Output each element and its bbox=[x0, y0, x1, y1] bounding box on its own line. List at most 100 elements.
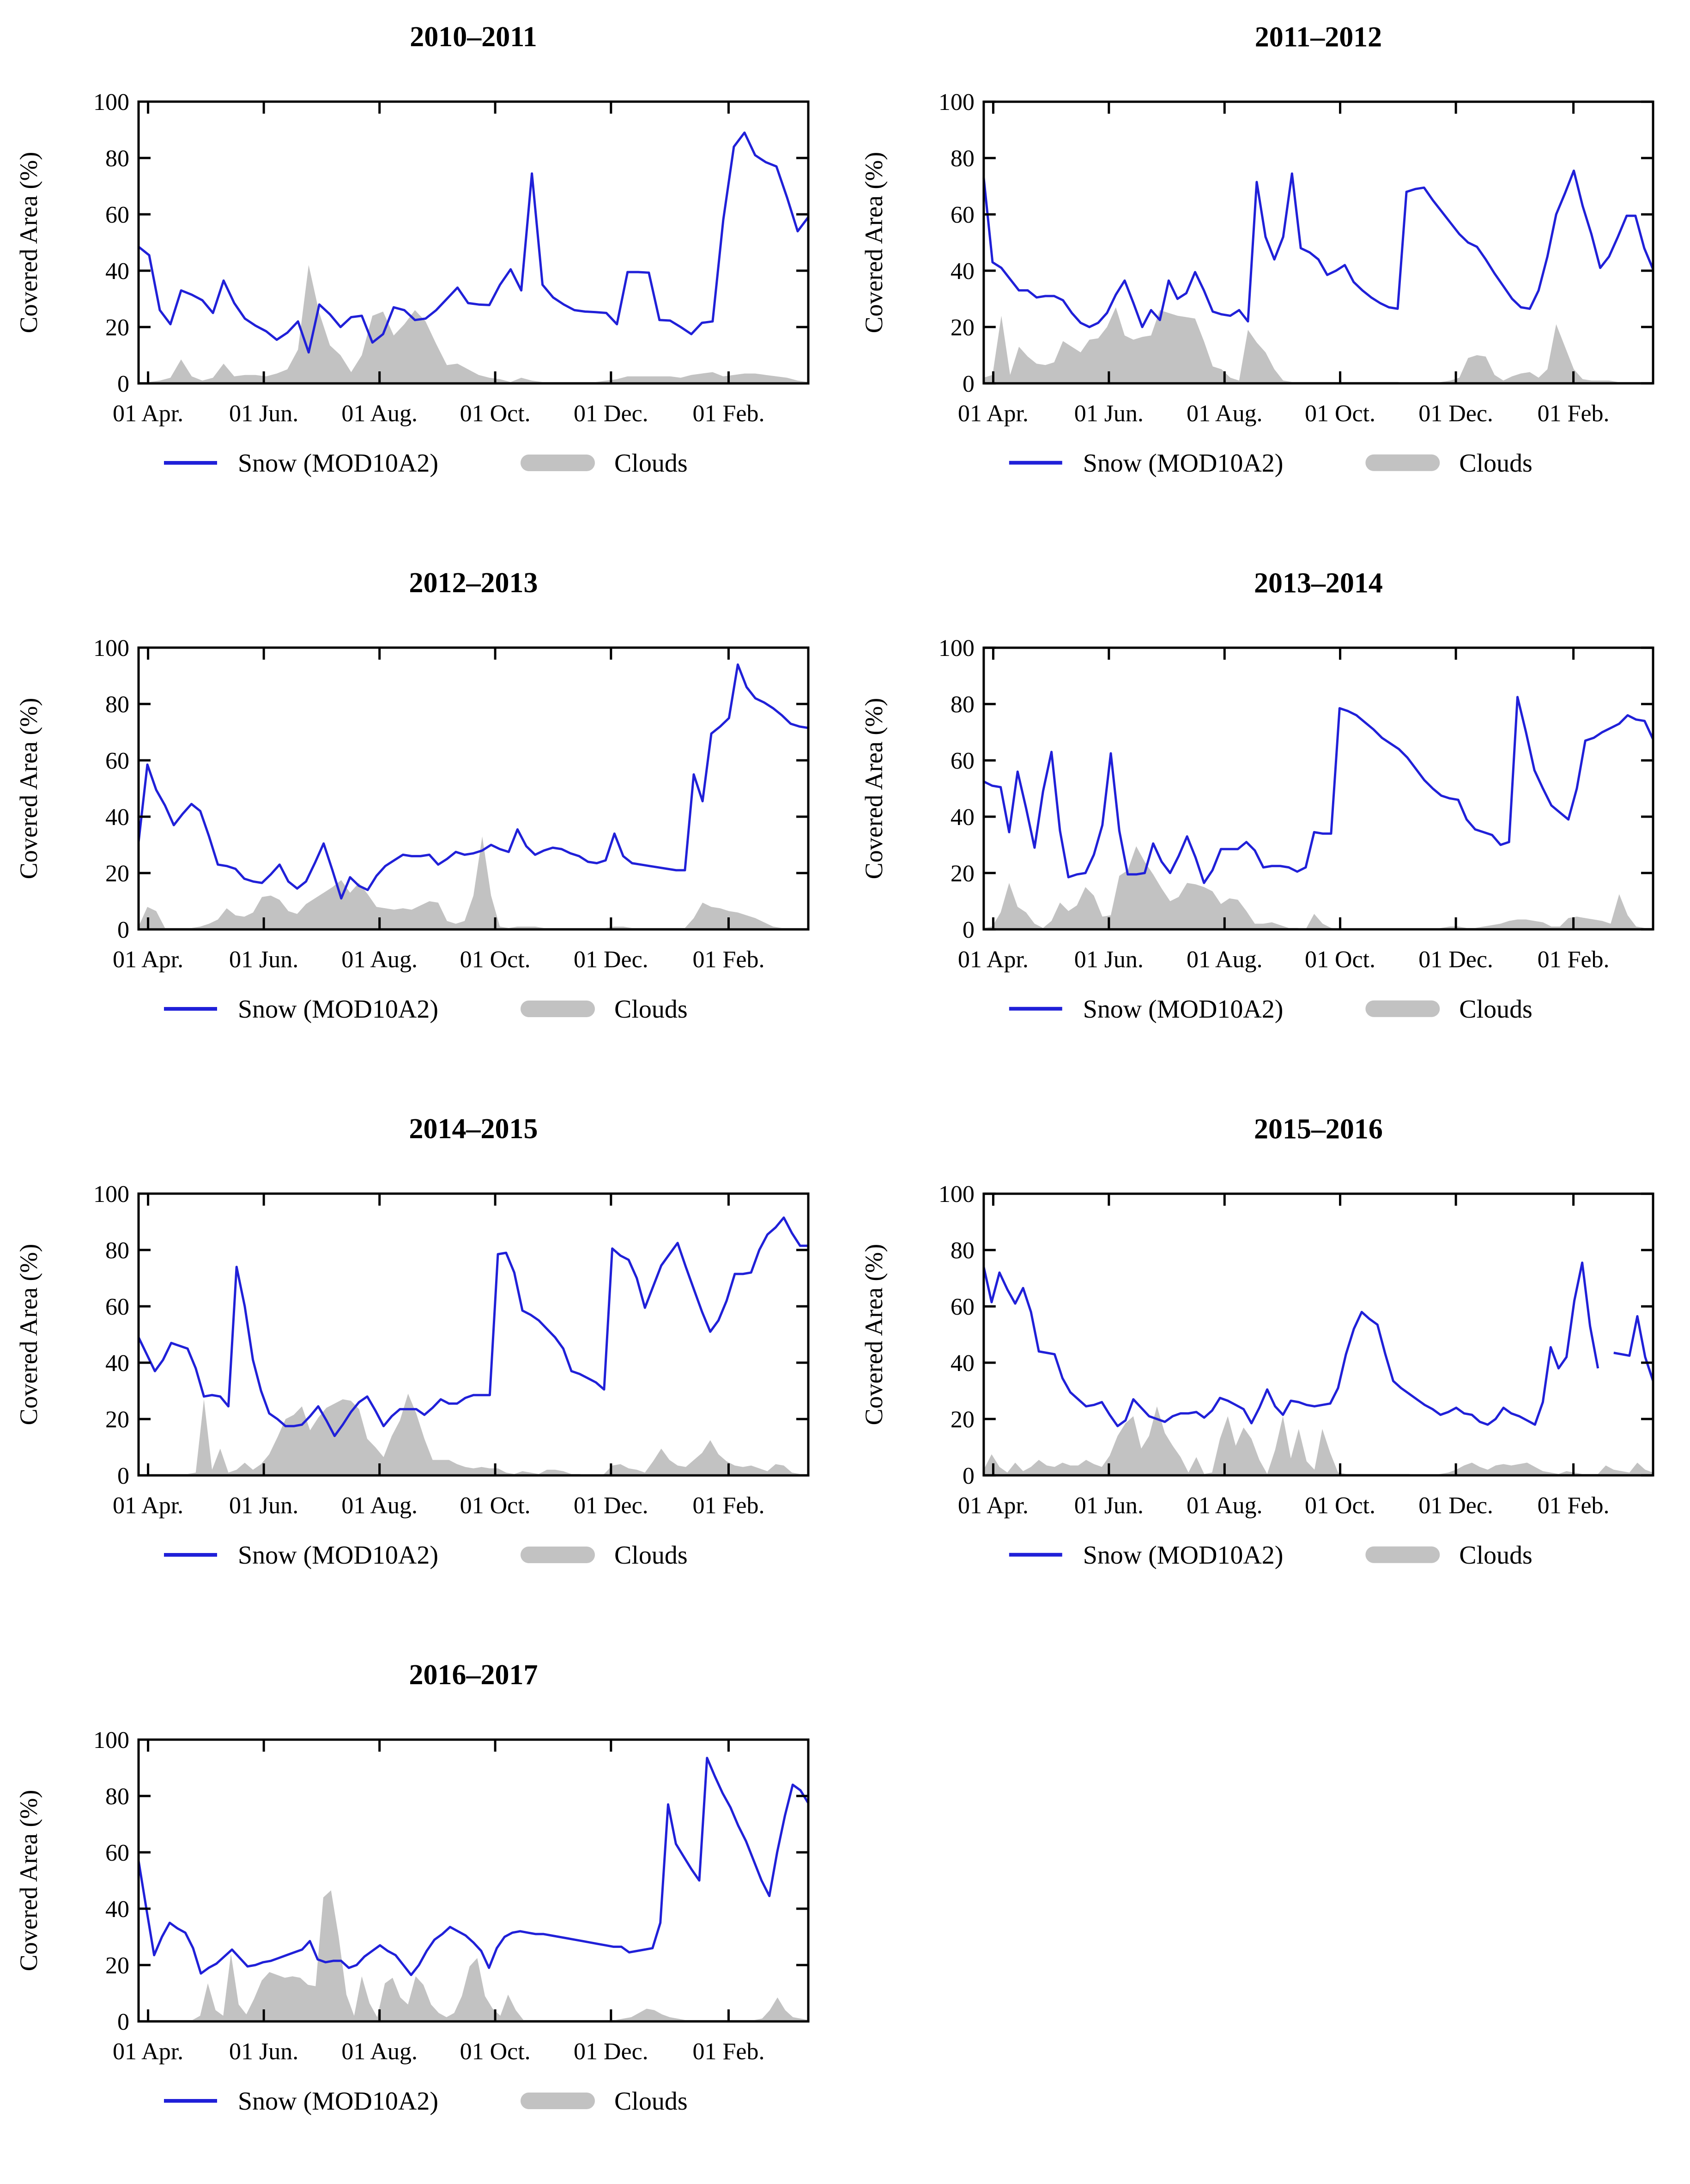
x-tick-label: 01 Feb. bbox=[1538, 400, 1610, 427]
x-tick-label: 01 Feb. bbox=[692, 2038, 764, 2065]
plot-title: 2011–2012 bbox=[1255, 21, 1382, 53]
x-tick-label: 01 Oct. bbox=[460, 400, 531, 427]
legend-snow-label: Snow (MOD10A2) bbox=[238, 995, 438, 1024]
plot-title: 2010–2011 bbox=[410, 21, 537, 53]
y-tick-label: 80 bbox=[105, 1238, 129, 1264]
legend-snow-label: Snow (MOD10A2) bbox=[238, 1541, 438, 1570]
snow-line bbox=[137, 1216, 808, 1438]
plot-box bbox=[137, 1738, 810, 2023]
y-tick-label: 100 bbox=[93, 1181, 129, 1207]
y-tick-label: 60 bbox=[951, 202, 975, 228]
x-tick-label: 01 Oct. bbox=[1305, 946, 1375, 973]
x-tick-label: 01 Aug. bbox=[1187, 946, 1263, 973]
x-tick-label: 01 Oct. bbox=[1305, 400, 1375, 427]
y-tick-label: 20 bbox=[951, 315, 975, 341]
y-tick-label: 100 bbox=[93, 635, 129, 661]
legend-snow-label: Snow (MOD10A2) bbox=[238, 2087, 438, 2116]
snow-line bbox=[137, 663, 809, 900]
y-axis-title: Covered Area (%) bbox=[860, 698, 888, 880]
y-tick-label: 80 bbox=[105, 146, 129, 172]
x-tick-label: 01 Aug. bbox=[341, 946, 418, 973]
plot-box bbox=[137, 646, 810, 931]
legend-clouds-label: Clouds bbox=[614, 995, 688, 1024]
plot-box bbox=[982, 646, 1654, 931]
legend-clouds-label: Clouds bbox=[1459, 995, 1533, 1024]
chart-2015-2016: 2015–2016 01 Apr. 01 Jun. 01 Aug. 01 Oct. 01 … bbox=[845, 1092, 1690, 1638]
y-tick-label: 0 bbox=[963, 917, 975, 943]
legend-snow-label: Snow (MOD10A2) bbox=[1083, 1541, 1284, 1570]
y-tick-label: 0 bbox=[117, 917, 129, 943]
y-tick-label: 80 bbox=[951, 146, 975, 172]
x-tick-label: 01 Jun. bbox=[229, 400, 298, 427]
x-tick-label: 01 Apr. bbox=[113, 946, 183, 973]
chart-2013-2014: 2013–2014 01 Apr. 01 Jun. 01 Aug. 01 Oct. 01 … bbox=[845, 546, 1690, 1092]
plot-title: 2014–2015 bbox=[409, 1113, 538, 1145]
plot-title: 2016–2017 bbox=[409, 1659, 538, 1691]
plot-box bbox=[137, 100, 810, 385]
y-tick-label: 60 bbox=[105, 1840, 129, 1866]
x-tick-label: 01 Apr. bbox=[958, 400, 1029, 427]
y-tick-label: 0 bbox=[117, 1463, 129, 1489]
x-tick-label: 01 Jun. bbox=[1074, 946, 1144, 973]
y-tick-label: 100 bbox=[939, 635, 975, 661]
x-tick-label: 01 Dec. bbox=[1418, 400, 1493, 427]
x-tick-label: 01 Feb. bbox=[692, 946, 764, 973]
x-tick-label: 01 Aug. bbox=[341, 400, 418, 427]
x-tick-label: 01 Dec. bbox=[574, 946, 648, 973]
y-axis-title: Covered Area (%) bbox=[860, 152, 888, 334]
y-tick-label: 20 bbox=[105, 1953, 129, 1979]
y-tick-label: 60 bbox=[105, 748, 129, 774]
y-tick-label: 0 bbox=[117, 2009, 129, 2035]
y-tick-label: 40 bbox=[951, 804, 975, 831]
x-tick-label: 01 Aug. bbox=[1187, 400, 1263, 427]
x-tick-label: 01 Jun. bbox=[229, 1492, 298, 1519]
clouds-area bbox=[983, 846, 1654, 929]
y-axis-title: Covered Area (%) bbox=[15, 1790, 42, 1972]
y-tick-label: 100 bbox=[939, 1181, 975, 1207]
y-tick-label: 80 bbox=[951, 692, 975, 718]
legend-clouds-label: Clouds bbox=[614, 2087, 688, 2116]
x-tick-label: 01 Aug. bbox=[341, 2038, 418, 2065]
snow-line bbox=[138, 131, 809, 354]
plot-title: 2015–2016 bbox=[1254, 1113, 1383, 1145]
chart-2012-2013: 2012–2013 01 Apr. 01 Jun. 01 Aug. 01 Oct. 01 … bbox=[0, 546, 845, 1092]
y-tick-label: 40 bbox=[951, 258, 975, 285]
snow-line bbox=[983, 696, 1654, 884]
legend-snow-label: Snow (MOD10A2) bbox=[238, 449, 438, 478]
x-tick-label: 01 Dec. bbox=[1418, 946, 1493, 973]
y-tick-label: 60 bbox=[105, 202, 129, 228]
y-tick-label: 100 bbox=[93, 1727, 129, 1753]
y-tick-label: 20 bbox=[105, 1407, 129, 1433]
plot-box bbox=[982, 100, 1654, 385]
y-axis-title: Covered Area (%) bbox=[15, 698, 42, 880]
x-tick-label: 01 Apr. bbox=[958, 946, 1029, 973]
x-tick-label: 01 Oct. bbox=[460, 1492, 531, 1519]
x-tick-label: 01 Aug. bbox=[1187, 1492, 1263, 1519]
chart-2016-2017: 2016–2017 01 Apr. 01 Jun. 01 Aug. 01 Oct. 01 … bbox=[0, 1638, 845, 2184]
x-tick-label: 01 Apr. bbox=[958, 1492, 1029, 1519]
legend-snow-label: Snow (MOD10A2) bbox=[1083, 449, 1284, 478]
y-tick-label: 40 bbox=[105, 804, 129, 831]
plot-title: 2012–2013 bbox=[409, 567, 538, 599]
x-tick-label: 01 Feb. bbox=[1538, 1492, 1610, 1519]
x-tick-label: 01 Jun. bbox=[229, 946, 298, 973]
clouds-area bbox=[139, 1394, 808, 1475]
y-tick-label: 40 bbox=[105, 1896, 129, 1923]
chart-2014-2015: 2014–2015 01 Apr. 01 Jun. 01 Aug. 01 Oct. 01 … bbox=[0, 1092, 845, 1638]
y-tick-label: 80 bbox=[105, 692, 129, 718]
snow-line bbox=[137, 1757, 810, 1976]
y-tick-label: 0 bbox=[117, 371, 129, 397]
x-tick-label: 01 Oct. bbox=[460, 2038, 531, 2065]
x-tick-label: 01 Oct. bbox=[460, 946, 531, 973]
x-tick-label: 01 Jun. bbox=[229, 2038, 298, 2065]
legend-clouds-label: Clouds bbox=[614, 1541, 688, 1570]
y-tick-label: 100 bbox=[939, 89, 975, 115]
y-tick-label: 80 bbox=[951, 1238, 975, 1264]
clouds-area bbox=[983, 307, 1654, 383]
y-tick-label: 0 bbox=[963, 371, 975, 397]
plot-title: 2013–2014 bbox=[1254, 567, 1383, 599]
y-tick-label: 20 bbox=[951, 861, 975, 887]
x-tick-label: 01 Apr. bbox=[113, 1492, 183, 1519]
plot-box bbox=[137, 1192, 810, 1477]
